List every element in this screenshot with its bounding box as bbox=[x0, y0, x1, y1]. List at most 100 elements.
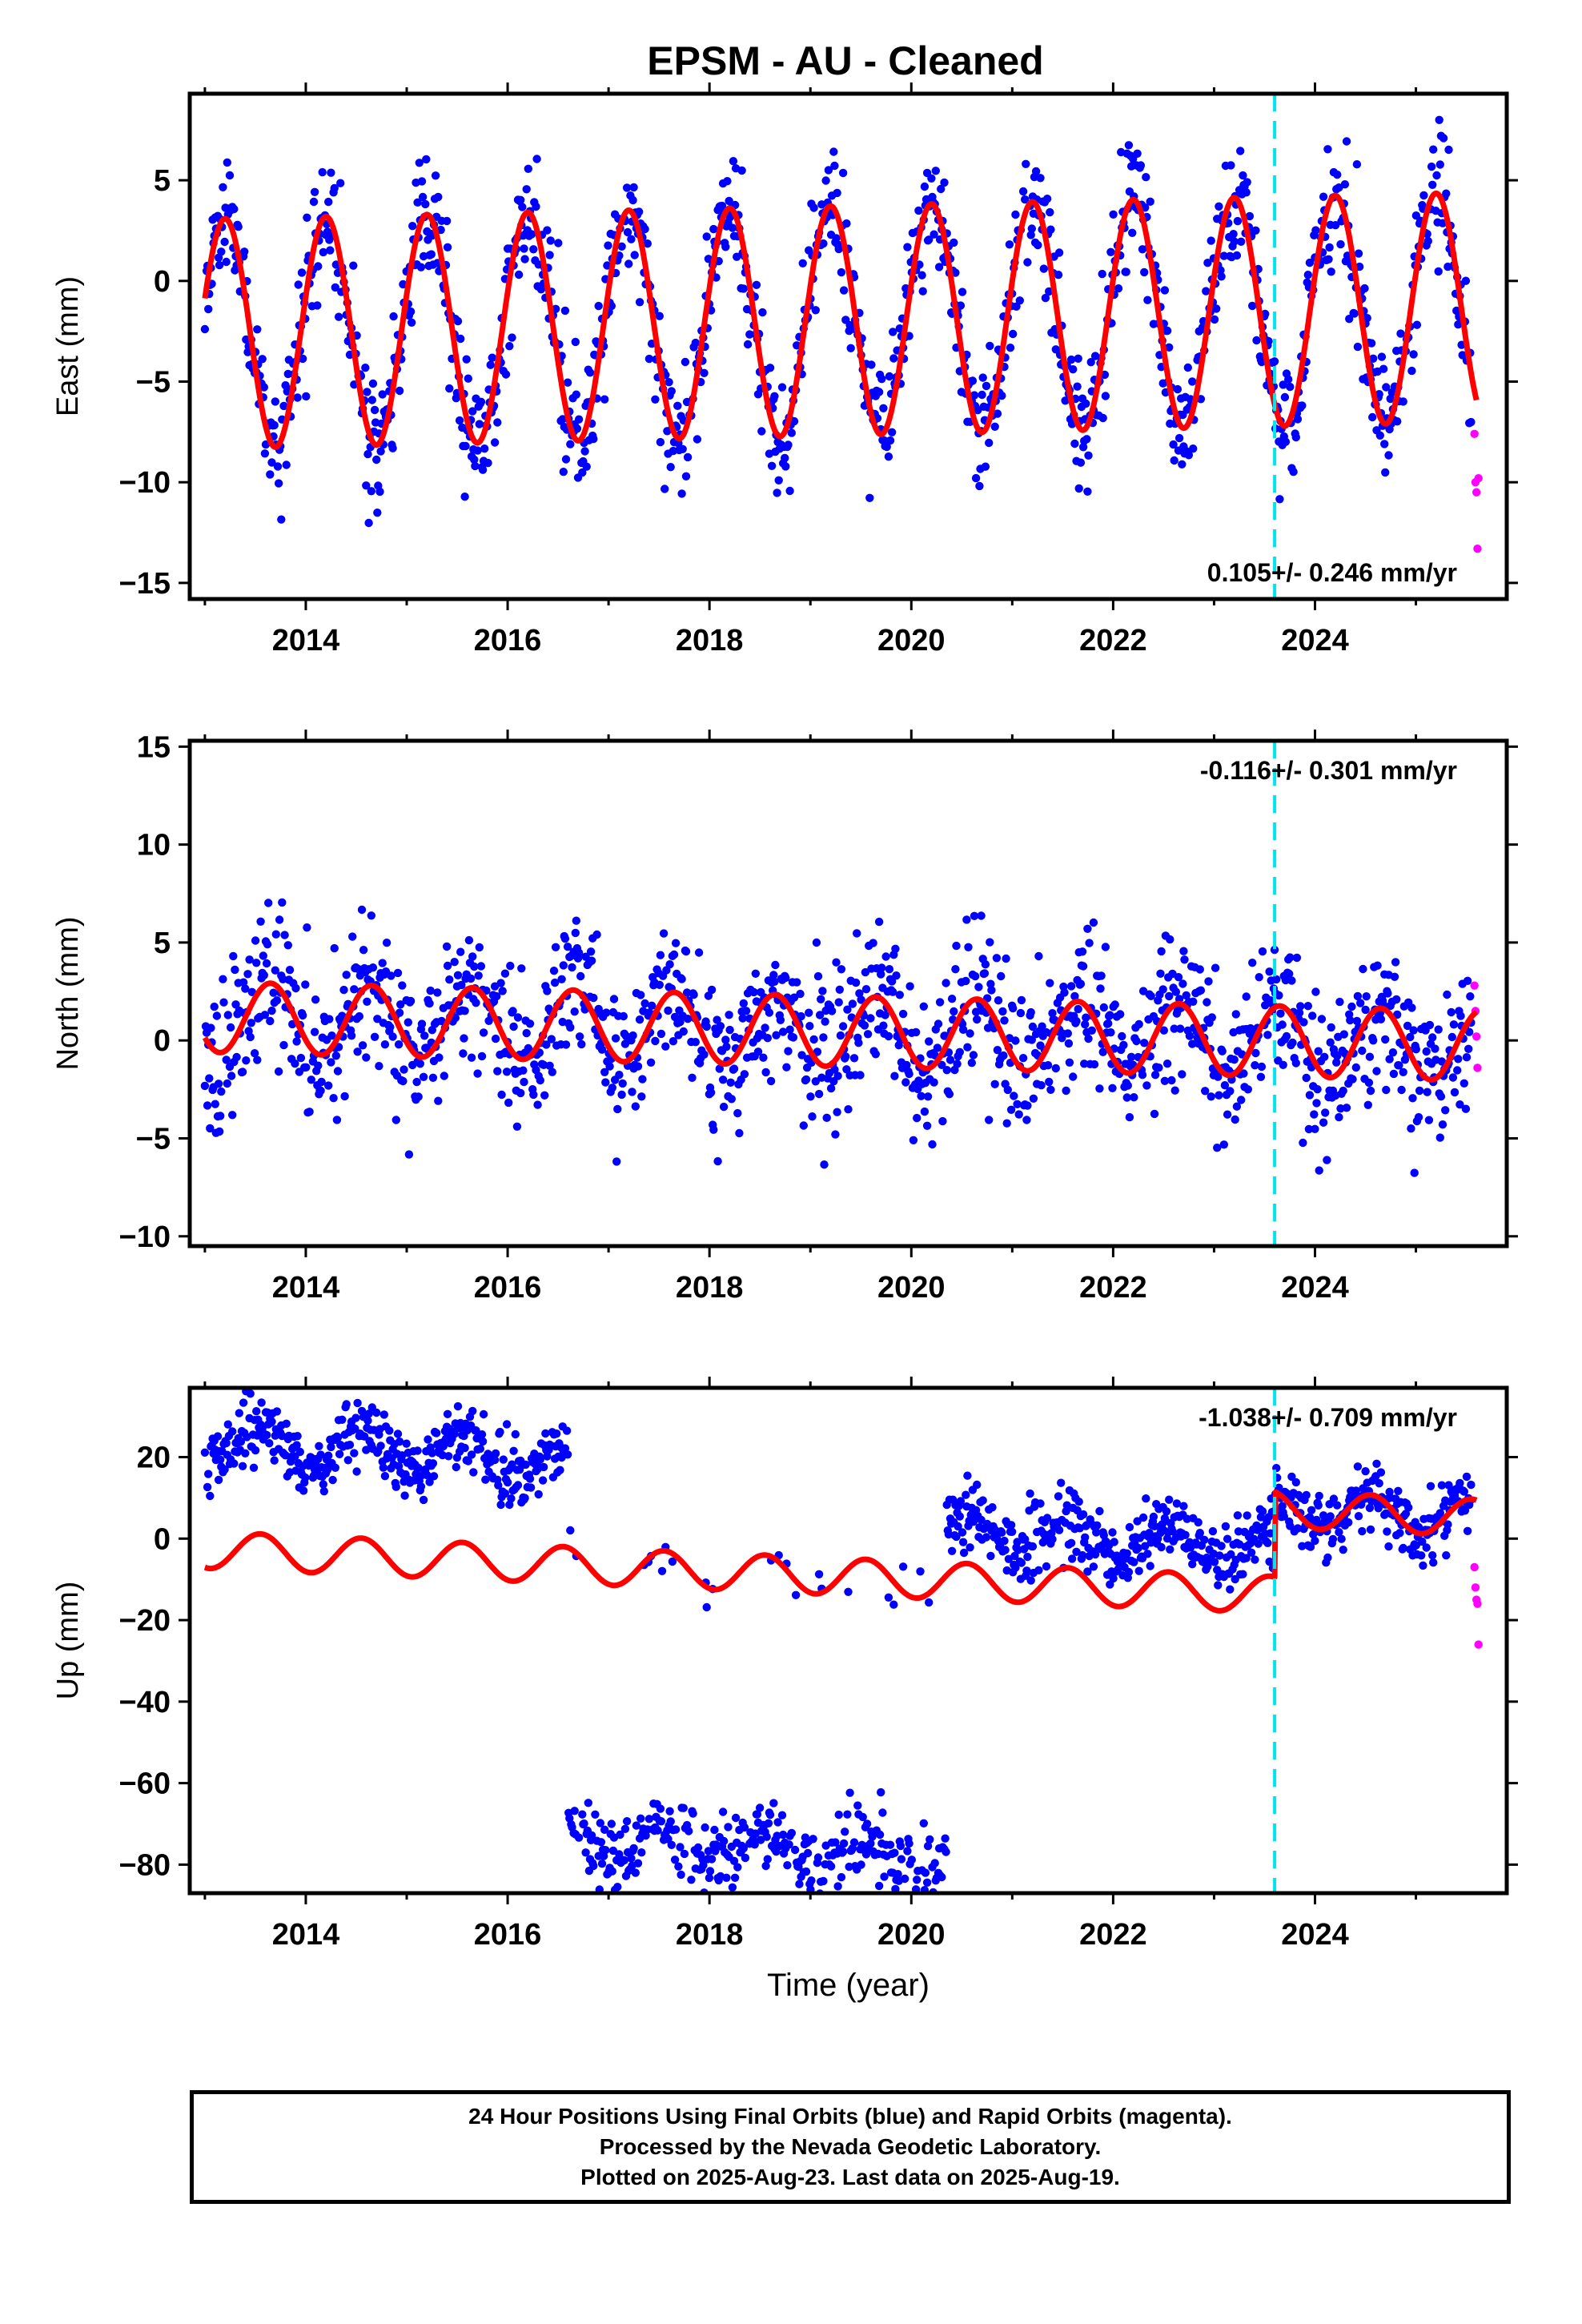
data-point bbox=[1188, 1039, 1197, 1048]
data-point bbox=[388, 444, 397, 452]
plot-area-up bbox=[200, 1388, 1483, 1893]
data-point bbox=[399, 1076, 408, 1086]
data-point bbox=[1467, 417, 1476, 427]
data-point bbox=[327, 168, 335, 177]
data-point bbox=[270, 420, 279, 430]
data-point bbox=[527, 230, 536, 239]
data-point bbox=[631, 1868, 640, 1877]
data-point bbox=[853, 1801, 862, 1810]
data-point bbox=[1076, 458, 1086, 467]
data-point bbox=[1017, 995, 1026, 1005]
y-tick-label: −15 bbox=[119, 567, 171, 601]
data-point bbox=[1376, 1015, 1386, 1024]
data-point bbox=[246, 1032, 255, 1042]
data-point bbox=[1101, 392, 1110, 400]
data-point bbox=[982, 381, 991, 391]
data-point bbox=[928, 1140, 937, 1149]
data-point bbox=[616, 1830, 624, 1839]
data-point bbox=[727, 1095, 736, 1104]
data-point bbox=[1048, 1009, 1057, 1018]
data-point bbox=[293, 1432, 302, 1441]
data-point bbox=[476, 962, 486, 971]
data-point bbox=[740, 1070, 749, 1079]
data-point bbox=[1251, 1061, 1259, 1070]
data-point bbox=[271, 966, 279, 975]
data-point bbox=[1460, 1079, 1469, 1088]
data-point bbox=[589, 434, 598, 444]
data-point bbox=[1048, 1534, 1057, 1544]
data-point bbox=[1108, 1528, 1117, 1537]
data-point bbox=[498, 987, 507, 995]
data-point bbox=[765, 1008, 774, 1017]
data-point bbox=[230, 1459, 239, 1468]
data-point bbox=[1278, 1020, 1287, 1029]
data-point bbox=[1321, 1108, 1330, 1117]
data-point bbox=[833, 1108, 841, 1116]
data-point bbox=[373, 1015, 382, 1023]
data-point bbox=[328, 1475, 337, 1485]
data-point bbox=[1026, 1007, 1035, 1017]
data-point bbox=[280, 931, 289, 939]
x-tick-label: 2024 bbox=[1281, 1271, 1349, 1305]
data-point bbox=[1046, 979, 1054, 987]
data-point bbox=[956, 1497, 966, 1506]
data-point bbox=[477, 1430, 487, 1439]
data-point bbox=[905, 332, 913, 340]
rapid-point bbox=[1474, 1640, 1483, 1649]
data-point bbox=[332, 1116, 342, 1124]
data-point bbox=[1279, 380, 1287, 389]
data-point bbox=[1345, 315, 1354, 324]
data-point bbox=[922, 1121, 932, 1131]
data-point bbox=[1419, 191, 1428, 200]
data-point bbox=[563, 1450, 572, 1459]
data-point bbox=[962, 915, 971, 924]
data-point bbox=[1010, 1551, 1019, 1561]
data-point bbox=[314, 262, 323, 271]
data-point bbox=[283, 941, 292, 950]
data-point bbox=[453, 971, 463, 980]
data-point bbox=[905, 1069, 913, 1079]
data-point bbox=[586, 947, 596, 956]
data-point bbox=[572, 424, 582, 433]
data-point bbox=[670, 1856, 680, 1864]
final-orbit-points-north bbox=[200, 898, 1476, 1177]
data-point bbox=[1308, 1011, 1317, 1020]
data-point bbox=[677, 1870, 685, 1880]
data-point bbox=[618, 1079, 627, 1088]
data-point bbox=[1017, 1558, 1026, 1567]
data-point bbox=[277, 515, 286, 524]
data-point bbox=[988, 1503, 997, 1512]
data-point bbox=[456, 947, 465, 956]
data-point bbox=[526, 1483, 536, 1492]
data-point bbox=[887, 428, 897, 436]
data-point bbox=[215, 1127, 224, 1136]
data-point bbox=[749, 987, 758, 997]
data-point bbox=[615, 1850, 624, 1859]
data-point bbox=[1158, 985, 1167, 994]
data-point bbox=[1372, 1067, 1381, 1076]
data-point bbox=[791, 1590, 801, 1600]
data-point bbox=[986, 341, 994, 351]
data-point bbox=[339, 985, 348, 995]
data-point bbox=[633, 1062, 643, 1071]
data-point bbox=[964, 943, 973, 952]
data-point bbox=[1157, 1542, 1166, 1552]
data-point bbox=[1375, 431, 1385, 440]
data-point bbox=[471, 461, 480, 471]
data-point bbox=[225, 171, 235, 180]
data-point bbox=[350, 985, 359, 994]
data-point bbox=[803, 1848, 813, 1858]
data-point bbox=[919, 1819, 929, 1827]
data-point bbox=[673, 401, 682, 410]
data-point bbox=[301, 1473, 310, 1482]
data-point bbox=[574, 948, 584, 958]
data-point bbox=[725, 196, 733, 206]
data-point bbox=[1023, 1552, 1032, 1562]
data-point bbox=[704, 255, 713, 263]
data-point bbox=[830, 161, 839, 171]
data-point bbox=[930, 230, 938, 239]
data-point bbox=[617, 1090, 626, 1100]
data-point bbox=[1162, 1507, 1171, 1516]
data-point bbox=[1279, 1512, 1289, 1521]
data-point bbox=[1118, 1031, 1126, 1041]
